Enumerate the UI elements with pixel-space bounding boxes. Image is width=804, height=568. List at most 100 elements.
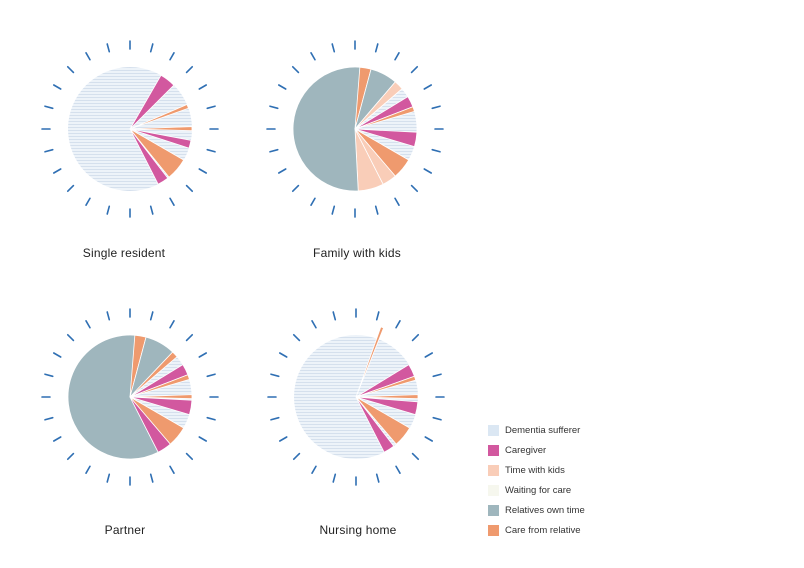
legend-label: Dementia sufferer	[505, 424, 581, 436]
hour-tick	[44, 373, 54, 378]
hour-tick	[432, 416, 442, 421]
hour-tick	[332, 311, 337, 321]
hour-tick	[411, 333, 420, 342]
slice-care	[129, 104, 189, 130]
legend-swatch-care	[488, 524, 499, 536]
chart-title-partner: Partner	[104, 523, 146, 537]
hour-tick	[149, 473, 154, 483]
hour-tick	[149, 205, 154, 215]
hour-tick	[374, 205, 379, 215]
hour-tick	[278, 352, 288, 358]
hour-tick	[169, 51, 175, 61]
legend-label: Caregiver	[505, 444, 547, 456]
hour-tick	[169, 465, 175, 475]
hour-tick	[52, 436, 62, 442]
hour-tick	[66, 333, 75, 342]
hour-tick	[185, 333, 194, 342]
slice-caregiver	[129, 128, 192, 149]
pie-chart-single-resident	[41, 40, 219, 218]
hour-tick	[52, 168, 62, 174]
slice-kids	[354, 81, 403, 130]
hour-tick	[206, 416, 216, 421]
hour-tick	[311, 465, 317, 475]
slice-kids	[354, 128, 396, 185]
slice-caregiver	[129, 128, 169, 185]
slice-relatives	[292, 66, 370, 192]
hour-tick	[395, 465, 401, 475]
legend-item-caregiver: Caregiver	[488, 440, 585, 460]
hour-tick	[198, 436, 208, 442]
hour-tick	[331, 43, 336, 53]
hour-tick	[66, 452, 75, 461]
pie-chart-family-with-kids	[266, 40, 444, 218]
hour-tick	[410, 65, 419, 74]
hour-tick	[85, 51, 91, 61]
hour-tick	[149, 311, 154, 321]
slice-caregiver	[354, 128, 418, 148]
hour-tick	[169, 319, 175, 329]
hour-tick	[106, 205, 111, 215]
hour-tick	[44, 148, 54, 153]
pie-chart-nursing-home	[267, 308, 445, 486]
legend-label: Care from relative	[505, 524, 581, 536]
slice-caregiver	[129, 74, 175, 130]
hour-tick	[394, 51, 400, 61]
hour-tick	[185, 65, 194, 74]
hour-tick	[424, 352, 434, 358]
hour-tick	[198, 352, 208, 358]
hour-tick	[185, 452, 194, 461]
slice-care	[354, 106, 415, 130]
hour-tick	[185, 184, 194, 193]
hour-tick	[270, 373, 280, 378]
hour-tick	[85, 319, 91, 329]
slice-caregiver	[129, 396, 193, 416]
hour-tick	[310, 197, 316, 207]
hour-tick	[292, 452, 301, 461]
legend-swatch-caregiver	[488, 444, 499, 456]
hour-tick	[292, 333, 301, 342]
chart-title-single-resident: Single resident	[82, 246, 166, 260]
legend-item-waiting: Waiting for care	[488, 480, 585, 500]
slice-care	[355, 396, 411, 445]
legend-label: Relatives own time	[505, 504, 585, 516]
slice-care	[129, 374, 190, 398]
hour-tick	[270, 416, 280, 421]
hour-tick	[431, 148, 441, 153]
hour-tick	[169, 197, 175, 207]
legend-label: Waiting for care	[505, 484, 572, 496]
hour-tick	[44, 416, 54, 421]
legend-swatch-dementia	[488, 424, 499, 436]
slice-caregiver	[129, 396, 171, 453]
hour-tick	[278, 436, 288, 442]
hour-tick	[149, 43, 154, 53]
hour-tick	[394, 197, 400, 207]
hour-tick	[198, 168, 208, 174]
slice-care	[129, 128, 185, 178]
pie-chart-partner	[41, 308, 219, 486]
slice-care	[355, 394, 419, 400]
legend-swatch-kids	[488, 464, 499, 476]
hour-tick	[206, 148, 216, 153]
hour-tick	[375, 473, 380, 483]
legend-item-dementia: Dementia sufferer	[488, 420, 585, 440]
slice-care	[129, 394, 193, 400]
hour-tick	[269, 105, 279, 110]
hour-tick	[66, 184, 75, 193]
hour-tick	[206, 373, 216, 378]
hour-tick	[106, 311, 111, 321]
legend-swatch-waiting	[488, 484, 499, 496]
hour-tick	[85, 465, 91, 475]
hour-tick	[411, 452, 420, 461]
legend: Dementia sufferer Caregiver Time with ki…	[488, 420, 585, 540]
slice-caregiver	[355, 396, 419, 416]
hour-tick	[423, 84, 433, 90]
hour-tick	[331, 205, 336, 215]
hour-tick	[106, 43, 111, 53]
hour-tick	[311, 319, 317, 329]
hour-tick	[44, 105, 54, 110]
hour-tick	[52, 84, 62, 90]
hour-tick	[431, 105, 441, 110]
legend-label: Time with kids	[505, 464, 565, 476]
hour-tick	[85, 197, 91, 207]
